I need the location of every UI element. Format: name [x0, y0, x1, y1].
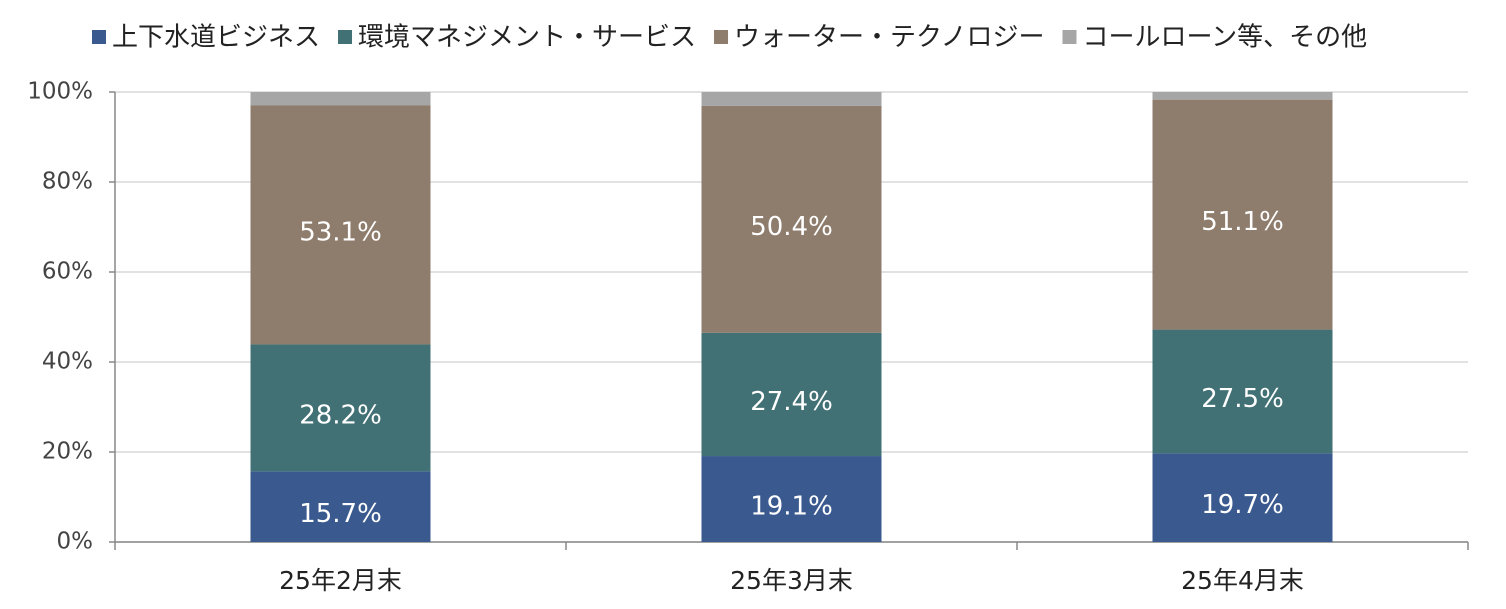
x-tick-label: 25年2月末: [279, 566, 402, 595]
legend-swatch: [714, 30, 729, 44]
data-label: 19.7%: [1201, 490, 1284, 520]
y-tick-label: 40%: [42, 349, 93, 375]
bar-segment: [250, 92, 431, 106]
x-tick-label: 25年4月末: [1181, 566, 1304, 595]
bar-segment: [250, 105, 431, 345]
legend-label: ウォーター・テクノロジー: [734, 23, 1044, 53]
legend-label: 上下水道ビジネス: [112, 23, 320, 53]
y-tick-label: 20%: [42, 439, 93, 465]
legend-label: コールローン等、その他: [1082, 23, 1367, 53]
bar-segment: [1152, 99, 1333, 330]
data-label: 28.2%: [299, 400, 382, 430]
y-tick-label: 100%: [27, 79, 93, 105]
data-label: 53.1%: [299, 217, 382, 247]
data-label: 27.4%: [750, 387, 833, 417]
data-label: 50.4%: [750, 212, 833, 242]
bar-segment: [701, 456, 882, 542]
data-label: 15.7%: [299, 499, 382, 529]
data-label: 51.1%: [1201, 207, 1284, 237]
bar-segment: [701, 332, 882, 457]
bar-segment: [1152, 329, 1333, 454]
legend-swatch: [92, 30, 106, 44]
legend-swatch: [338, 30, 353, 44]
x-tick-label: 25年3月末: [730, 566, 853, 595]
bar-segment: [701, 92, 882, 106]
legend-label: 環境マネジメント・サービス: [358, 23, 696, 53]
legend-swatch: [1062, 30, 1077, 44]
bar-segment: [1152, 92, 1333, 100]
data-label: 27.5%: [1201, 384, 1284, 414]
bar-segment: [1152, 453, 1333, 542]
bar-segment: [250, 471, 431, 542]
data-label: 19.1%: [750, 492, 833, 522]
y-tick-label: 0%: [57, 529, 94, 555]
y-tick-label: 80%: [42, 169, 93, 195]
bar-segment: [250, 344, 431, 472]
y-tick-label: 60%: [42, 259, 93, 285]
bar-segment: [701, 105, 882, 333]
